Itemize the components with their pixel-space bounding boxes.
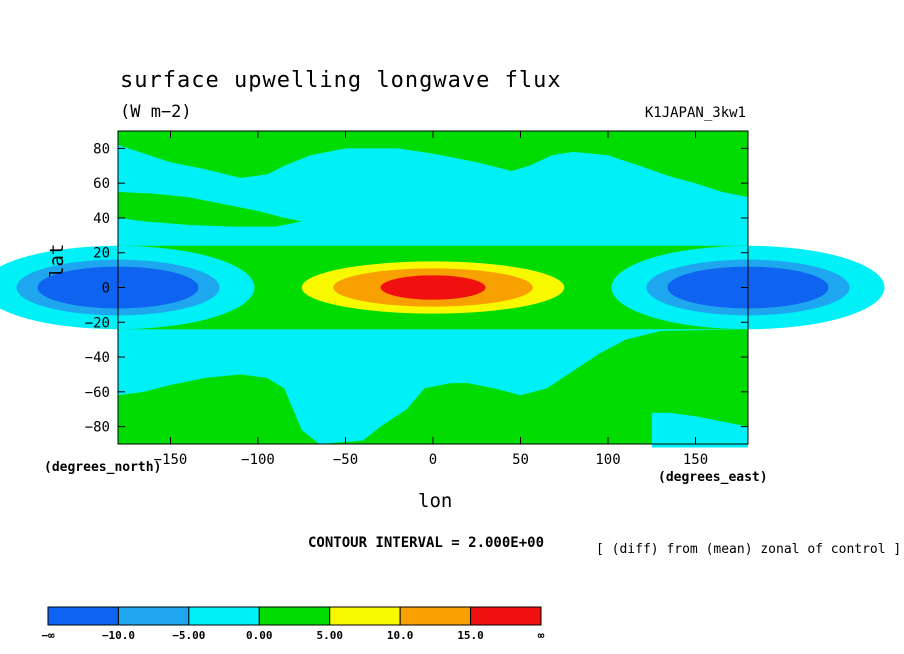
contour-interval: CONTOUR INTERVAL = 2.000E+00 [308,535,545,551]
y-tick-label-6: 40 [93,211,110,227]
colorbar-label-4: 5.00 [316,629,343,642]
x-tick-label-0: −150 [154,452,188,468]
x-tick-label-3: 0 [429,452,437,468]
y-tick-label-3: −20 [85,315,110,331]
field-cyan-southeast [651,412,748,448]
colorbar-label-5: 10.0 [387,629,414,642]
colorbar-swatch-3 [258,606,331,626]
x-tick-label-4: 50 [512,452,529,468]
colorbar-swatch-6 [470,606,542,626]
y-tick-label-5: 20 [93,246,110,262]
y-tick-label-1: −60 [85,385,110,401]
y-tick-label-8: 80 [93,141,110,157]
colorbar-swatch-0 [47,606,119,626]
colorbar-label-2: −5.00 [172,629,205,642]
y-axis-units: (degrees_north) [44,460,162,475]
chart-title: surface upwelling longwave flux [120,68,562,93]
y-tick-label-7: 60 [93,176,110,192]
y-tick-label-4: 0 [102,281,110,297]
x-tick-label-2: −50 [333,452,358,468]
colorbar-swatch-4 [329,606,401,626]
colorbar-swatch-1 [117,606,190,626]
field-red-center [380,275,486,300]
colorbar-label-6: 15.0 [457,629,484,642]
diff-note: [ (diff) from (mean) zonal of control ] [596,542,902,557]
field-green-northwest [118,191,302,227]
colorbar-label-0: −∞ [41,629,55,642]
x-tick-label-1: −100 [241,452,275,468]
x-tick-label-6: 150 [683,452,708,468]
y-axis-label: lat [46,243,68,278]
field-cyan-south [118,329,748,444]
x-axis-units: (degrees_east) [658,470,768,485]
colorbar-label-3: 0.00 [246,629,273,642]
chart-units: (W m−2) [120,102,192,122]
y-tick-label-2: −40 [85,350,110,366]
colorbar-swatch-5 [399,606,472,626]
colorbar-label-1: −10.0 [102,629,135,642]
y-tick-label-0: −80 [85,420,110,436]
colorbar-swatch-2 [188,606,260,626]
colorbar-label-7: ∞ [538,629,545,642]
run-label: K1JAPAN_3kw1 [644,105,746,121]
x-axis-label: lon [418,490,453,512]
x-tick-label-5: 100 [595,452,620,468]
